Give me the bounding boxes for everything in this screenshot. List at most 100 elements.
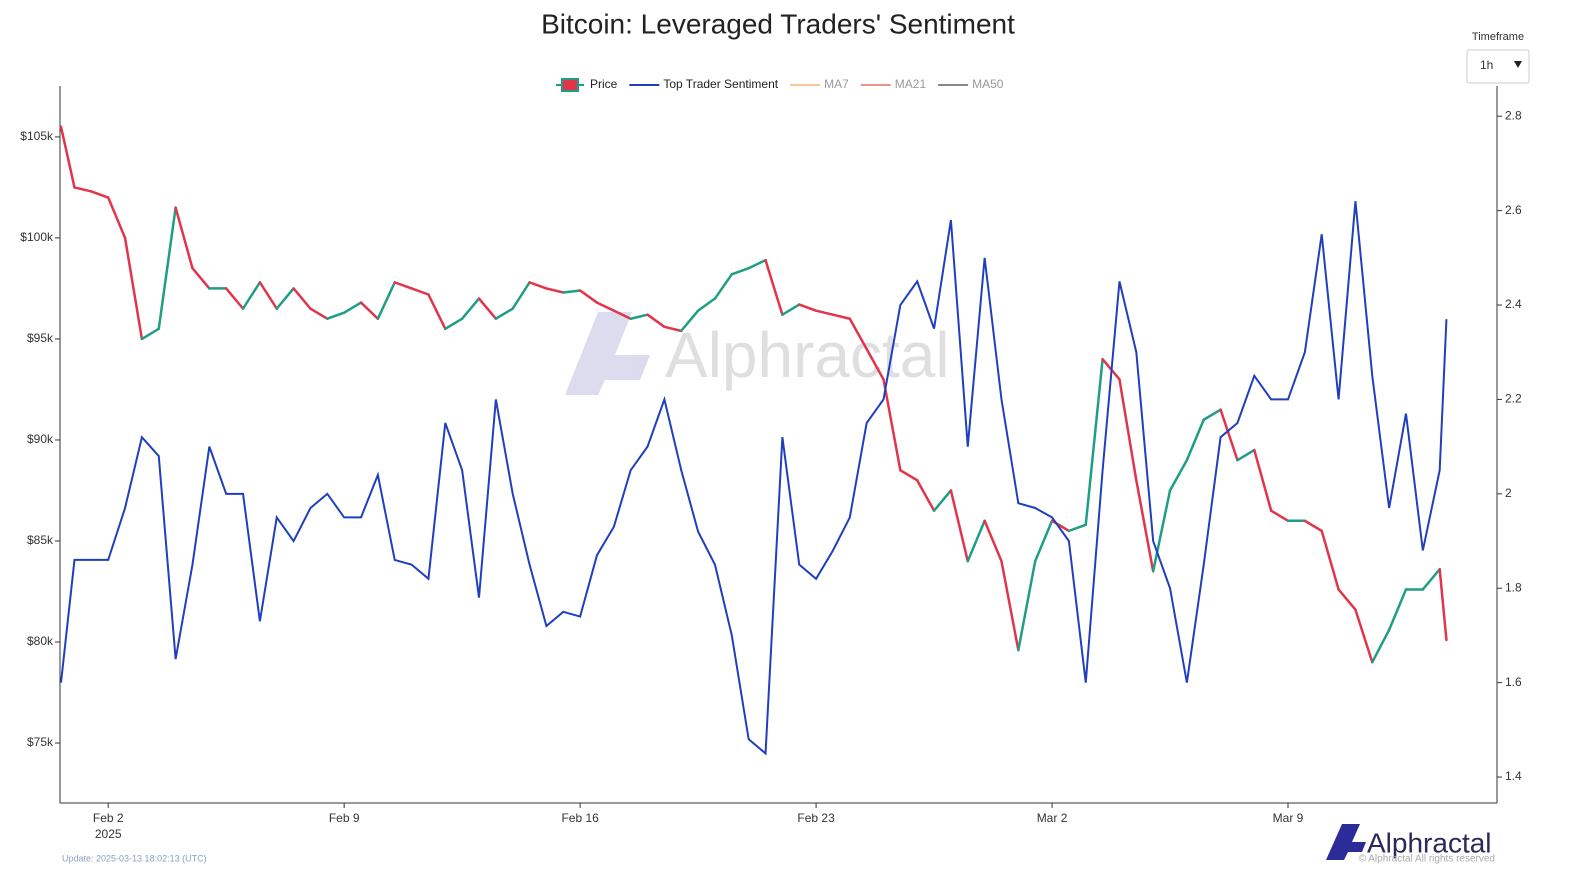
chart-title: Bitcoin: Leveraged Traders' Sentiment [541,8,1015,39]
price-segment [578,289,599,304]
dropdown-arrow[interactable] [1514,61,1522,68]
y-tick-label: $100k [20,230,54,244]
price-segment [663,325,683,333]
price-segment [612,309,632,320]
price-segment [342,301,363,314]
y-tick-label: $90k [27,432,54,446]
timeframe-dropdown[interactable] [1466,49,1530,84]
price-segment [1000,559,1020,652]
price-segment [511,281,531,310]
timeframe-value[interactable]: 1h [1480,58,1493,72]
price-segment [629,313,649,320]
x-tick-label: Mar 9 [1273,811,1304,825]
price-segment [1438,568,1448,642]
price-segment [224,287,245,310]
price-segment [1084,357,1104,527]
price-segment [477,297,498,320]
y-tick-label: $105k [20,129,54,143]
price-segment [1387,588,1408,632]
price-segment [764,258,784,316]
price-segment [309,307,329,320]
update-text: Update: 2025-03-13 18:02:13 (UTC) [62,853,207,863]
price-segment [595,301,616,312]
price-segment [376,281,396,320]
price-segment [1371,628,1391,664]
x-tick-label: Feb 9 [329,811,360,825]
price-segment [949,489,970,563]
price-segment [1354,608,1374,664]
price-segment [494,307,514,320]
y-tick-label: $80k [27,634,54,648]
x-tick-label: Feb 16 [561,811,599,825]
price-segment [1067,523,1088,533]
y2-tick-label: 2.8 [1505,108,1522,122]
price-segment [848,317,868,351]
price-segment [814,309,835,316]
price-segment [966,519,986,563]
price-segment [1337,588,1357,611]
price-segment [59,125,76,189]
y-tick-label: $85k [27,533,54,547]
price-segment [747,258,767,270]
price-segment [1421,568,1441,591]
price-segment [326,311,346,320]
price-segment [106,196,127,240]
timeframe-label: Timeframe [1472,31,1524,43]
watermark: Alphractal [565,312,950,395]
price-segment [545,287,565,294]
price-segment [1320,529,1340,591]
watermark-text: Alphractal [665,319,950,391]
price-segment [1033,519,1054,563]
price-segment [528,281,548,290]
price-segment [460,297,481,320]
y-tick-label: $75k [27,735,54,749]
sentiment-line [60,201,1448,756]
price-segment [427,293,447,331]
price-segment [831,313,852,320]
legend-label: MA50 [972,77,1004,91]
y2-tick-label: 2 [1505,486,1512,500]
copyright: © Alphractal All rights reserved [1359,854,1495,865]
price-segment [1253,448,1273,512]
x-tick-label: Feb 2 [93,811,124,825]
x-tick-label: Feb 23 [797,811,835,825]
price-segment [983,519,1003,563]
legend-label: MA7 [824,77,849,91]
price-segment [730,266,750,276]
price-segment [882,378,902,472]
price-segment [696,297,717,312]
price-segment [1151,489,1172,573]
y2-tick-label: 1.8 [1505,580,1522,594]
price-segment [292,287,312,310]
price-segment [680,309,700,333]
price-segment [410,287,430,296]
price-segment [932,489,953,512]
price-segment [562,289,582,294]
y2-tick-label: 1.6 [1505,675,1522,689]
y2-tick-label: 1.4 [1505,769,1522,783]
price-segment [1017,559,1037,652]
price-segment [275,287,295,310]
x-tick-label: Mar 2 [1037,811,1068,825]
price-segment [1135,479,1155,573]
price-segment [1303,519,1323,533]
y2-tick-label: 2.6 [1505,203,1522,217]
price-segment [1219,408,1239,462]
legend-label: MA21 [895,77,927,91]
price-segment [393,281,413,290]
brand-text: Alphractal [1367,827,1492,858]
y2-tick-label: 2.2 [1505,392,1522,406]
price-segment [865,347,885,381]
y2-tick-label: 2.4 [1505,297,1522,311]
price-segment [1269,509,1290,523]
price-segment [73,186,93,193]
legend-swatch [561,78,579,92]
price-segment [90,190,110,199]
x-year-label: 2025 [95,827,122,841]
price-segment [191,266,211,290]
legend-label: Top Trader Sentiment [663,77,778,91]
price-segment [797,303,818,312]
price-segment [915,479,936,512]
price-segment [123,236,144,341]
